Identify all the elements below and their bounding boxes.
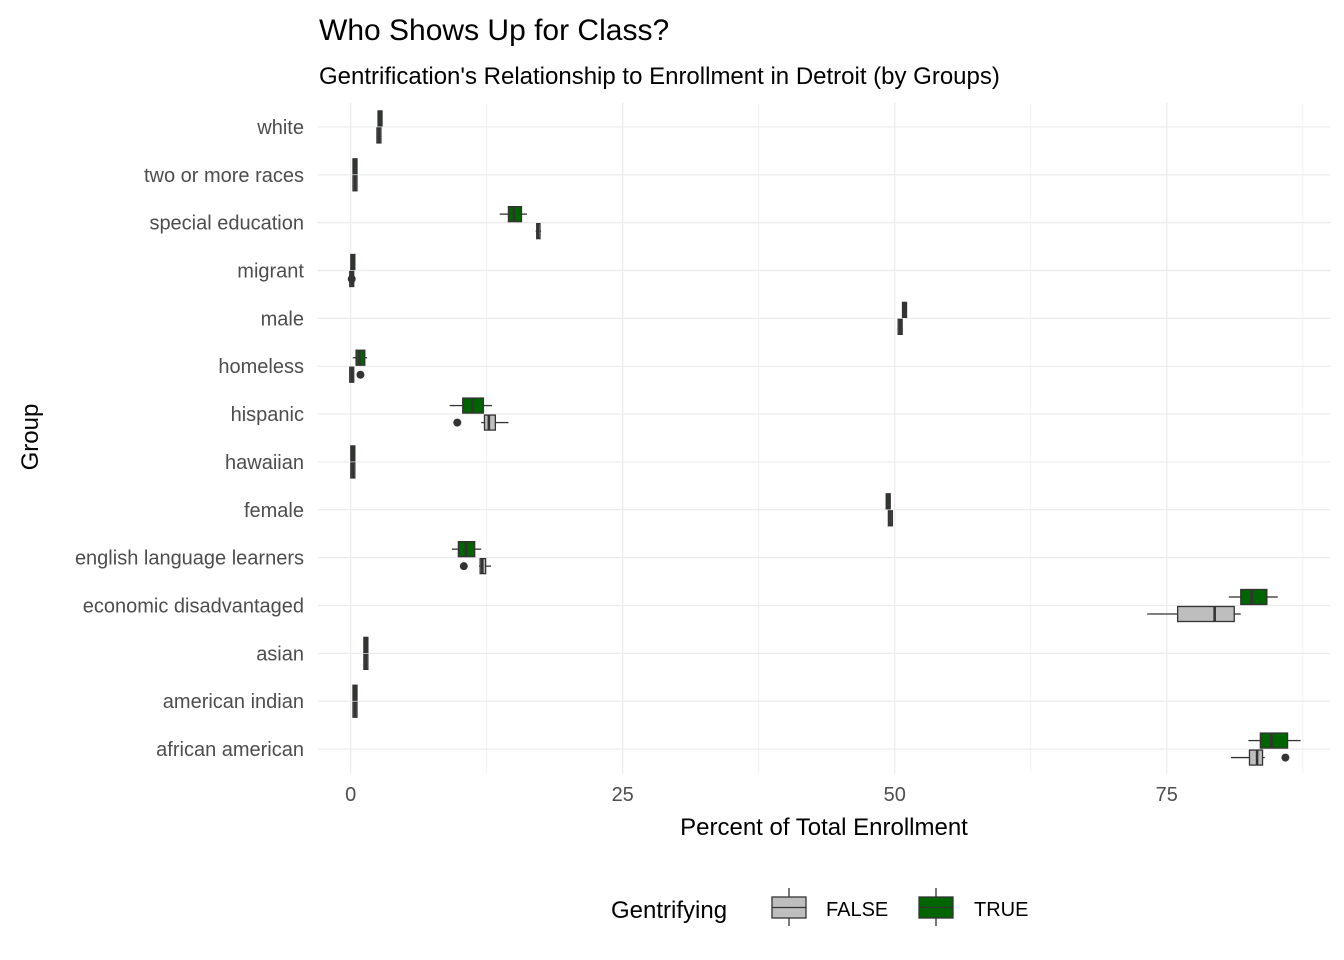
box-false <box>349 366 365 383</box>
x-tick-label: 75 <box>1156 784 1178 806</box>
box-true <box>451 540 482 558</box>
y-tick-label: asian <box>256 643 304 665</box>
y-tick-label: male <box>261 308 304 330</box>
legend-key-false <box>771 888 807 926</box>
outlier-point <box>347 275 356 283</box>
legend: Gentrifying FALSE TRUE <box>611 888 1028 926</box>
y-tick-label: english language learners <box>75 548 304 570</box>
box-false <box>347 270 356 288</box>
box-true <box>449 397 493 414</box>
box-false <box>1230 749 1290 766</box>
legend-label-false: FALSE <box>826 899 888 921</box>
y-axis-title: Group <box>17 404 44 471</box>
chart-title: Who Shows Up for Class? <box>319 14 669 47</box>
box-true <box>350 253 356 271</box>
box-false <box>897 318 903 336</box>
outlier-point <box>1281 753 1290 762</box>
x-tick-label: 50 <box>884 784 906 806</box>
box-true <box>352 349 367 366</box>
y-tick-label: two or more races <box>144 165 304 187</box>
box-false <box>887 510 894 527</box>
box-false <box>1147 605 1241 623</box>
box-true <box>350 445 356 462</box>
outlier-point <box>356 370 365 379</box>
legend-key-true <box>918 888 954 926</box>
y-tick-label: economic disadvantaged <box>83 596 304 618</box>
legend-title: Gentrifying <box>611 897 727 924</box>
x-tick-label: 25 <box>612 784 634 806</box>
box-false <box>350 462 356 479</box>
box-false <box>352 701 358 718</box>
y-tick-label: white <box>256 117 304 139</box>
chart-subtitle: Gentrification's Relationship to Enrollm… <box>319 63 1000 90</box>
box-body <box>1259 732 1289 749</box>
box-false <box>352 175 358 192</box>
box-true <box>377 110 383 127</box>
y-tick-label: female <box>244 500 304 522</box>
box-false <box>363 653 369 671</box>
box-body <box>1177 605 1235 623</box>
box-true <box>352 684 358 701</box>
box-false <box>459 557 492 575</box>
y-tick-label: homeless <box>218 356 304 378</box>
box-body <box>1240 588 1268 606</box>
y-tick-label: migrant <box>237 261 304 283</box>
outlier-point <box>453 418 462 427</box>
box-false <box>453 414 509 431</box>
y-tick-label: american indian <box>163 691 304 713</box>
x-axis-title: Percent of Total Enrollment <box>680 814 968 841</box>
box-true <box>1248 732 1301 749</box>
outlier-point <box>459 562 468 571</box>
box-true <box>901 301 908 319</box>
x-tick-labels: 0 25 50 75 <box>345 784 1178 806</box>
grid-layer <box>318 103 1330 773</box>
y-tick-label: african american <box>156 739 304 761</box>
box-true <box>499 205 527 223</box>
y-tick-label: hispanic <box>231 404 304 426</box>
y-tick-label: special education <box>149 213 304 235</box>
box-true <box>885 493 891 510</box>
box-true <box>352 158 358 175</box>
x-tick-label: 0 <box>345 784 356 806</box>
y-tick-labels: white two or more races special education m… <box>75 117 304 761</box>
box-true <box>1228 588 1278 606</box>
legend-label-true: TRUE <box>974 899 1028 921</box>
box-layer <box>347 110 1301 766</box>
box-false <box>376 127 382 144</box>
box-false <box>535 222 542 240</box>
box-true <box>363 636 369 654</box>
y-tick-label: hawaiian <box>225 452 304 474</box>
